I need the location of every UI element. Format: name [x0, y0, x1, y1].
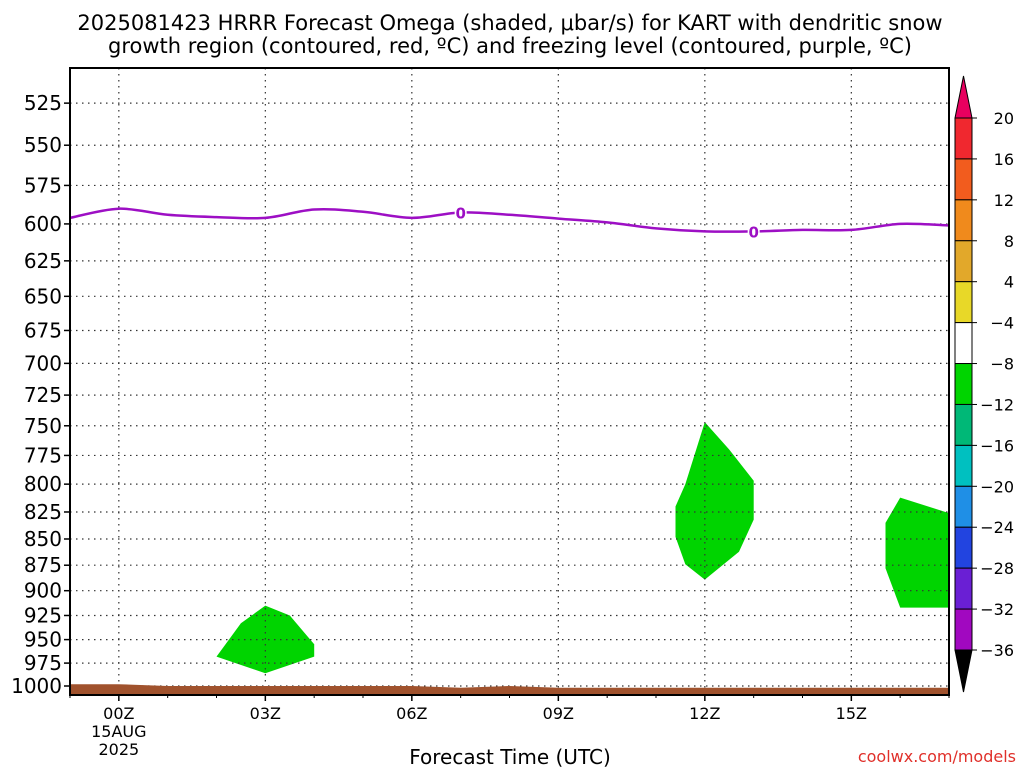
colorbar-label-20: 20 [994, 109, 1014, 128]
colorbar-band-10 [954, 485, 973, 528]
y-tick-label-825: 825 [24, 500, 62, 524]
y-tick-label-625: 625 [24, 249, 62, 273]
plot-frame [69, 67, 950, 696]
colorbar-label-m28: −28 [980, 559, 1014, 578]
colorbar-label-m16: −16 [980, 436, 1014, 455]
y-tick-label-1000: 1000 [11, 674, 62, 698]
colorbar-band-11 [954, 526, 973, 569]
colorbar-band-4 [954, 240, 973, 283]
y-tick-label-850: 850 [24, 527, 62, 551]
colorbar: 20 16 12 8 4 −4 −8 −12 −16 −20 −24 −28 −32 −36 [954, 75, 1014, 693]
x-tick-label-03Z: 03Z [250, 704, 281, 723]
y-tick-label-575: 575 [24, 173, 62, 197]
colorbar-band-9 [954, 444, 973, 487]
x-axis-label: Forecast Time (UTC) [409, 745, 611, 768]
x-tick-date-label: 15AUG [91, 722, 146, 741]
x-tick-year-label: 2025 [98, 740, 139, 759]
colorbar-label-m4: −4 [990, 314, 1014, 333]
colorbar-label-4: 4 [1004, 273, 1014, 292]
freezing-level-label-2: 0 [748, 223, 758, 241]
colorbar-band-5 [954, 281, 973, 324]
colorbar-top-arrow [954, 75, 973, 119]
x-tick-label-00Z: 00Z [103, 704, 134, 723]
freezing-level-label-1: 0 [455, 205, 465, 223]
y-tick-label-700: 700 [24, 351, 62, 375]
y-tick-label-975: 975 [24, 651, 62, 675]
colorbar-band-3 [954, 199, 973, 242]
x-tick-label-12Z: 12Z [689, 704, 720, 723]
y-tick-label-875: 875 [24, 553, 62, 577]
colorbar-band-12 [954, 567, 973, 610]
y-tick-label-600: 600 [24, 212, 62, 236]
y-tick-label-900: 900 [24, 579, 62, 603]
colorbar-label-m32: −32 [980, 600, 1014, 619]
colorbar-band-8 [954, 403, 973, 446]
freezing-level-line [70, 207, 949, 233]
gridlines [70, 68, 949, 695]
omega-shading-layer [216, 422, 949, 674]
colorbar-band-6 [954, 322, 973, 365]
plot-area: 00 [69, 67, 950, 696]
y-tick-label-725: 725 [24, 383, 62, 407]
x-tick-label-09Z: 09Z [543, 704, 574, 723]
colorbar-bottom-arrow [954, 649, 973, 693]
colorbar-label-16: 16 [994, 150, 1014, 169]
y-tick-label-750: 750 [24, 414, 62, 438]
freezing-level-label-bg [454, 203, 467, 222]
colorbar-label-8: 8 [1004, 232, 1014, 251]
freezing-level-layer: 00 [70, 203, 949, 241]
y-tick-label-925: 925 [24, 603, 62, 627]
omega-region-2 [675, 422, 754, 580]
chart-title-line-1: 2025081423 HRRR Forecast Omega (shaded, … [77, 11, 942, 35]
chart-title-line-2: growth region (contoured, red, ºC) and f… [108, 34, 912, 58]
omega-region-3 [885, 497, 949, 608]
colorbar-label-m12: −12 [980, 395, 1014, 414]
y-tick-label-800: 800 [24, 472, 62, 496]
y-tick-label-550: 550 [24, 133, 62, 157]
y-tick-label-950: 950 [24, 628, 62, 652]
colorbar-band-1 [954, 117, 973, 160]
colorbar-label-12: 12 [994, 191, 1014, 210]
colorbar-band-7 [954, 363, 973, 405]
y-tick-label-525: 525 [24, 91, 62, 115]
terrain-layer [70, 684, 949, 695]
colorbar-label-m20: −20 [980, 477, 1014, 496]
colorbar-label-m36: −36 [980, 641, 1014, 660]
colorbar-band-2 [954, 158, 973, 201]
y-tick-label-650: 650 [24, 284, 62, 308]
y-tick-label-775: 775 [24, 443, 62, 467]
colorbar-label-m24: −24 [980, 518, 1014, 537]
colorbar-band-13 [954, 608, 973, 651]
x-tick-label-15Z: 15Z [836, 704, 867, 723]
y-tick-label-675: 675 [24, 318, 62, 342]
colorbar-label-m8: −8 [990, 355, 1014, 374]
terrain-fill [70, 684, 949, 695]
credit-text: coolwx.com/models [858, 747, 1016, 766]
freezing-level-label-bg [747, 222, 760, 241]
x-tick-label-06Z: 06Z [396, 704, 427, 723]
y-axis: 525 550 575 600 625 650 675 700 725 750 775 800 825 8… [11, 91, 70, 698]
